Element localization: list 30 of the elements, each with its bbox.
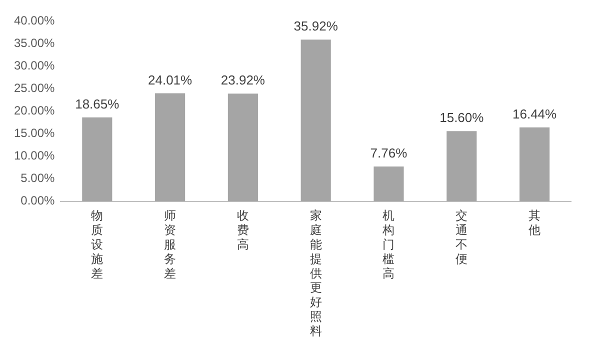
data-label: 16.44% (512, 106, 558, 122)
x-tick-label: 交通不便 (456, 208, 468, 266)
x-tick-label: 收费高 (236, 208, 249, 252)
data-label: 18.65% (75, 96, 120, 112)
y-tick-label: 15.00% (14, 126, 56, 140)
x-tick-label: 其他 (528, 208, 541, 238)
bar (446, 131, 477, 202)
data-label: 24.01% (148, 72, 193, 88)
bar (82, 117, 112, 202)
y-tick-label: 20.00% (14, 104, 56, 118)
data-label: 23.92% (220, 72, 266, 88)
data-label: 7.76% (370, 146, 408, 161)
bar (520, 127, 550, 202)
bar (155, 93, 186, 202)
bar (374, 166, 404, 202)
x-tick-label: 物质设施差 (91, 208, 104, 280)
bar (228, 94, 258, 202)
data-label: 35.92% (294, 18, 338, 34)
category-label: 家庭能提供更好照料 (310, 208, 322, 338)
y-tick-label: 35.00% (14, 36, 56, 50)
data-label: 15.60% (440, 110, 484, 126)
y-tick-label: 40.00% (14, 14, 56, 28)
bar (300, 40, 331, 202)
y-tick-label: 25.00% (14, 81, 56, 96)
x-tick-label: 师资服务差 (164, 208, 176, 280)
y-tick-label: 0.00% (20, 194, 56, 208)
y-tick-label: 10.00% (14, 148, 56, 163)
y-tick-label: 5.00% (20, 171, 56, 186)
x-tick-label: 机构门槛高 (382, 208, 395, 280)
y-tick-label: 30.00% (14, 58, 56, 73)
